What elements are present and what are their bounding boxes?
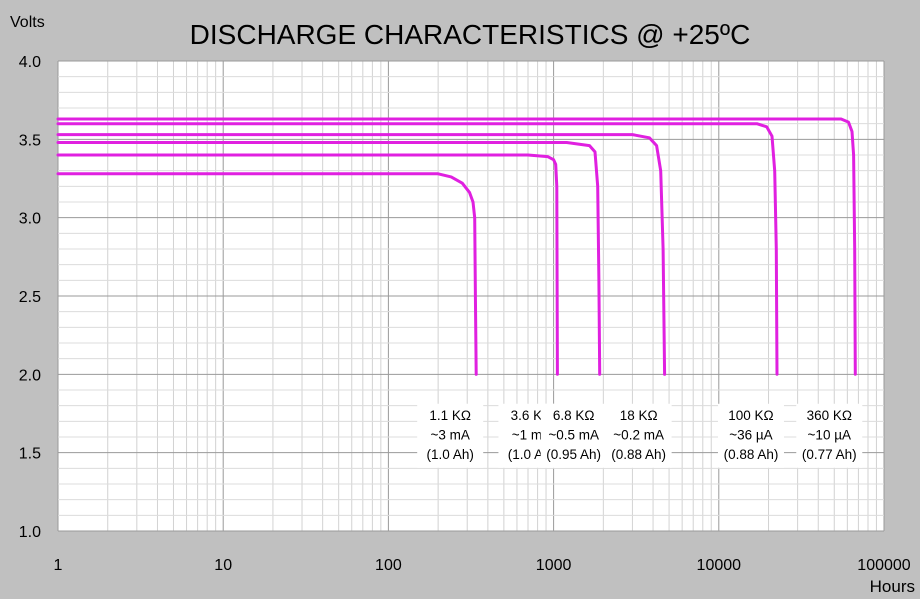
x-tick-label: 10000 — [697, 557, 742, 574]
annotation-text: ~0.2 mA — [613, 427, 664, 442]
annotation-text: ~36 µA — [729, 427, 772, 442]
annotation-text: ~3 mA — [430, 427, 469, 442]
chart-title: DISCHARGE CHARACTERISTICS @ +25ºC — [190, 19, 751, 50]
annotation-box — [796, 403, 863, 468]
series-line-1 — [56, 172, 478, 376]
y-tick-label: 4.0 — [19, 54, 41, 71]
x-tick-label: 100000 — [857, 557, 910, 574]
y-axis-label: Volts — [10, 14, 45, 31]
y-tick-label: 1.0 — [19, 524, 41, 541]
series-annotations: 1.1 KΩ~3 mA(1.0 Ah)3.6 KΩ~1 mA(1.0 Ah)6.… — [417, 403, 863, 468]
annotation-text: 6.8 KΩ — [553, 408, 595, 423]
annotation-text: (0.77 Ah) — [802, 447, 857, 462]
series-line-4 — [56, 133, 667, 376]
series-line-6 — [56, 117, 857, 376]
annotation-text: 100 KΩ — [728, 408, 773, 423]
y-tick-label: 2.5 — [19, 289, 41, 306]
y-tick-label: 2.0 — [19, 367, 41, 384]
series-lines — [56, 117, 857, 376]
y-tick-label: 1.5 — [19, 446, 41, 463]
x-tick-label: 10 — [214, 557, 232, 574]
annotation-text: 360 KΩ — [807, 408, 852, 423]
annotation-text: 1.1 KΩ — [429, 408, 471, 423]
annotation-box — [717, 403, 784, 468]
annotation-box — [417, 403, 484, 468]
tick-labels: 1 10 100 1000 10000 100000 1.0 1.5 2.0 2.5 3.0 3.5 4… — [19, 54, 911, 574]
x-tick-label: 100 — [375, 557, 402, 574]
x-tick-label: 1 — [54, 557, 63, 574]
annotation-text: 18 KΩ — [620, 408, 658, 423]
annotation-text: (0.88 Ah) — [724, 447, 779, 462]
annotation-text: (1.0 Ah) — [427, 447, 474, 462]
series-line-5 — [56, 122, 779, 376]
annotation-text: (0.95 Ah) — [546, 447, 601, 462]
annotation-text: ~10 µA — [808, 427, 851, 442]
series-line-2 — [56, 153, 559, 376]
y-tick-label: 3.5 — [19, 132, 41, 149]
x-axis-label: Hours — [870, 577, 915, 596]
x-tick-label: 1000 — [536, 557, 572, 574]
series-line-3 — [56, 141, 602, 376]
annotation-text: ~0.5 mA — [548, 427, 599, 442]
annotation-box — [605, 403, 672, 468]
annotation-text: (0.88 Ah) — [611, 447, 666, 462]
annotation-box — [540, 403, 607, 468]
y-tick-label: 3.0 — [19, 211, 41, 228]
